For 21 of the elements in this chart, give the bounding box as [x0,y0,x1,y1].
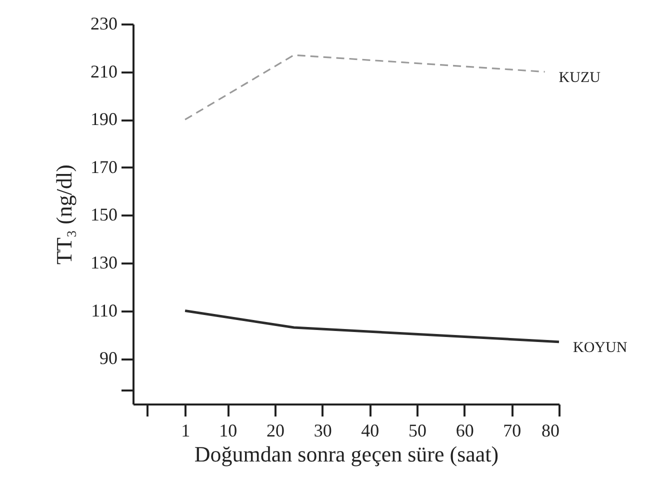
x-tick-label: 30 [314,420,332,440]
x-tick-label: 1 [181,420,190,440]
y-tick-label: 150 [90,204,118,225]
x-tick-label: 10 [219,420,238,440]
x-tick-label: 40 [361,420,380,440]
y-tick-label: 90 [100,348,118,368]
series-label: KOYUN [573,340,628,356]
series-label: KUZU [558,70,601,86]
y-tick-label: 190 [90,109,118,130]
x-tick-label: 80 [542,420,560,440]
y-tick-label: 130 [90,252,118,272]
x-axis-title: Doğumdan sonra geçen süre (saat) [194,442,499,466]
y-axis-title: TT₃ (ng/dl) [52,164,76,264]
x-tick-label: 50 [408,420,426,440]
y-tick-label: 230 [90,14,118,34]
y-tick-label: 170 [90,156,118,177]
x-tick-label: 60 [456,420,474,440]
y-tick-label: 110 [91,300,118,320]
y-tick-label: 210 [90,61,118,82]
x-tick-label: 20 [266,420,284,440]
x-tick-label: 70 [503,420,522,440]
